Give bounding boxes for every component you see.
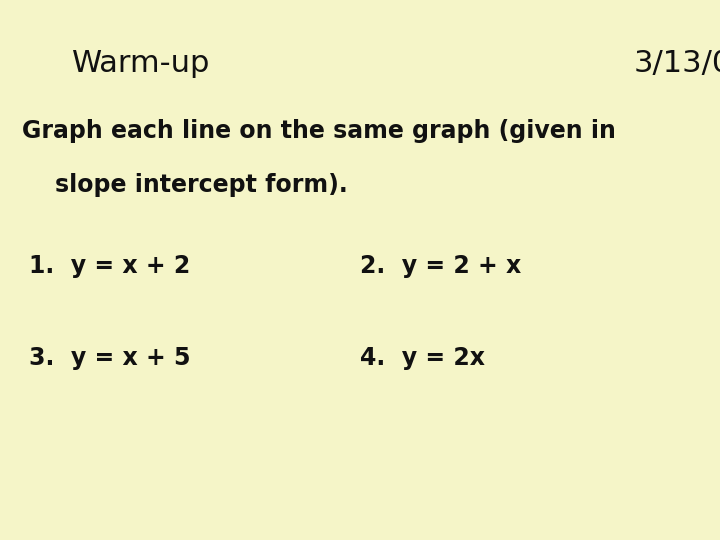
Text: Graph each line on the same graph (given in: Graph each line on the same graph (given… (22, 119, 616, 143)
Text: Warm-up: Warm-up (72, 49, 210, 78)
Text: 3.  y = x + 5: 3. y = x + 5 (29, 346, 190, 369)
Text: 2.  y = 2 + x: 2. y = 2 + x (360, 254, 521, 278)
Text: 4.  y = 2x: 4. y = 2x (360, 346, 485, 369)
Text: slope intercept form).: slope intercept form). (22, 173, 347, 197)
Text: 3/13/08: 3/13/08 (634, 49, 720, 78)
Text: 1.  y = x + 2: 1. y = x + 2 (29, 254, 190, 278)
